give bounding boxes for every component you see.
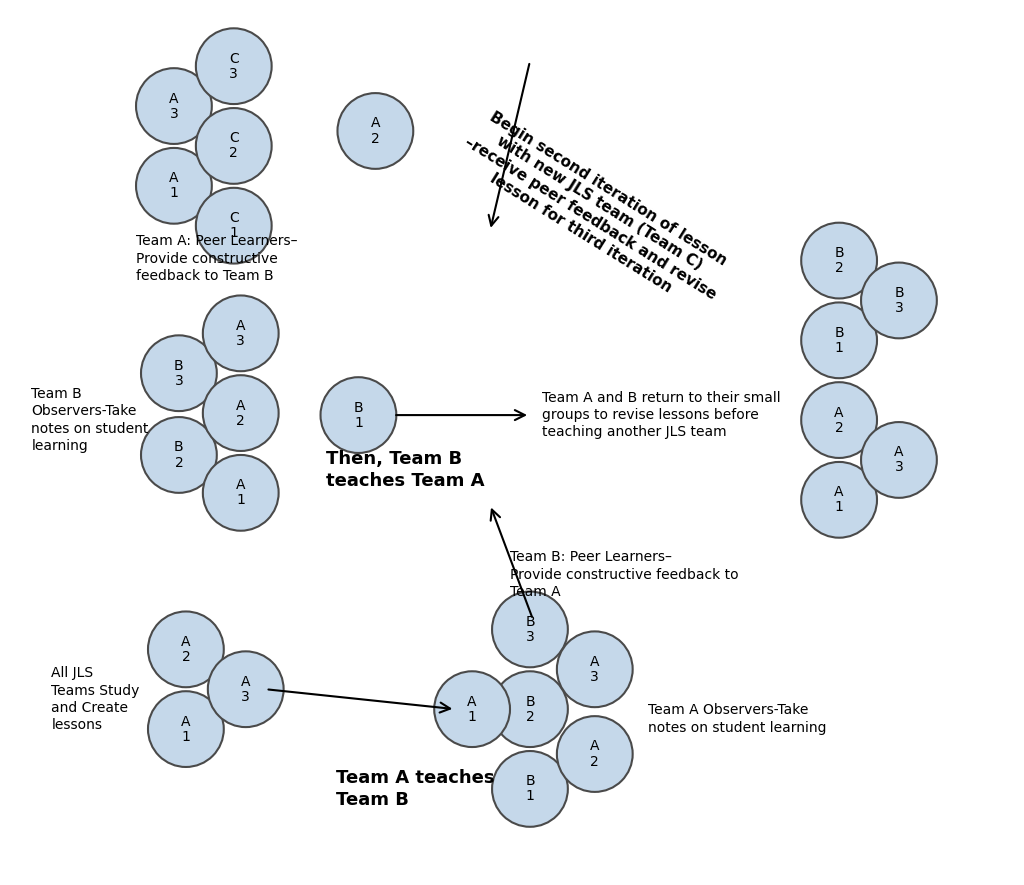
- Text: A
2: A 2: [371, 117, 380, 145]
- Ellipse shape: [434, 672, 510, 747]
- Ellipse shape: [338, 93, 414, 169]
- Text: A
3: A 3: [241, 674, 251, 704]
- Text: A
1: A 1: [835, 485, 844, 514]
- Text: Team B
Observers-Take
notes on student
learning: Team B Observers-Take notes on student l…: [32, 387, 148, 453]
- Ellipse shape: [493, 672, 568, 747]
- Ellipse shape: [801, 462, 877, 538]
- Text: Team B: Peer Learners–
Provide constructive feedback to
Team A: Team B: Peer Learners– Provide construct…: [510, 550, 738, 599]
- Ellipse shape: [208, 651, 284, 727]
- Ellipse shape: [493, 591, 568, 667]
- Text: B
2: B 2: [174, 441, 183, 470]
- Ellipse shape: [493, 751, 568, 827]
- Text: A
2: A 2: [181, 635, 190, 664]
- Ellipse shape: [801, 382, 877, 458]
- Text: All JLS
Teams Study
and Create
lessons: All JLS Teams Study and Create lessons: [51, 666, 139, 732]
- Text: Team A: Peer Learners–
Provide constructive
feedback to Team B: Team A: Peer Learners– Provide construct…: [136, 235, 298, 283]
- Ellipse shape: [136, 68, 212, 144]
- Ellipse shape: [196, 28, 271, 104]
- Text: Begin second iteration of lesson
with new JLS team (Team C)
–receive peer feedba: Begin second iteration of lesson with ne…: [453, 104, 737, 317]
- Ellipse shape: [136, 148, 212, 224]
- Text: Team A and B return to their small
groups to revise lessons before
teaching anot: Team A and B return to their small group…: [542, 391, 780, 439]
- Text: A
3: A 3: [894, 445, 904, 474]
- Text: A
2: A 2: [236, 398, 246, 427]
- Text: A
1: A 1: [169, 172, 178, 200]
- Ellipse shape: [148, 612, 224, 688]
- Text: B
1: B 1: [835, 326, 844, 355]
- Text: A
3: A 3: [169, 91, 178, 120]
- Ellipse shape: [148, 691, 224, 767]
- Text: A
1: A 1: [181, 714, 190, 743]
- Ellipse shape: [861, 422, 937, 498]
- Text: A
3: A 3: [236, 319, 246, 348]
- Text: B
3: B 3: [525, 615, 535, 644]
- Ellipse shape: [203, 375, 279, 451]
- Text: A
1: A 1: [467, 695, 477, 724]
- Ellipse shape: [321, 377, 396, 453]
- Text: B
2: B 2: [835, 246, 844, 275]
- Text: B
1: B 1: [525, 774, 535, 804]
- Text: A
2: A 2: [835, 405, 844, 435]
- Ellipse shape: [141, 335, 217, 412]
- Ellipse shape: [203, 296, 279, 371]
- Ellipse shape: [557, 631, 633, 707]
- Text: Team A teaches
Team B: Team A teaches Team B: [336, 769, 495, 809]
- Text: B
1: B 1: [353, 401, 364, 429]
- Text: B
3: B 3: [894, 286, 904, 315]
- Text: A
3: A 3: [590, 655, 599, 684]
- Ellipse shape: [203, 455, 279, 531]
- Text: C
3: C 3: [229, 51, 239, 81]
- Text: C
2: C 2: [229, 131, 239, 160]
- Ellipse shape: [557, 716, 633, 792]
- Text: Team A Observers-Take
notes on student learning: Team A Observers-Take notes on student l…: [647, 704, 826, 735]
- Text: C
1: C 1: [229, 212, 239, 240]
- Text: A
2: A 2: [590, 740, 599, 768]
- Ellipse shape: [801, 303, 877, 378]
- Ellipse shape: [801, 223, 877, 298]
- Text: A
1: A 1: [236, 478, 246, 507]
- Ellipse shape: [196, 108, 271, 184]
- Ellipse shape: [196, 188, 271, 264]
- Ellipse shape: [861, 263, 937, 338]
- Text: Then, Team B
teaches Team A: Then, Team B teaches Team A: [326, 450, 484, 490]
- Ellipse shape: [141, 417, 217, 493]
- Text: B
2: B 2: [525, 695, 535, 724]
- Text: B
3: B 3: [174, 358, 183, 388]
